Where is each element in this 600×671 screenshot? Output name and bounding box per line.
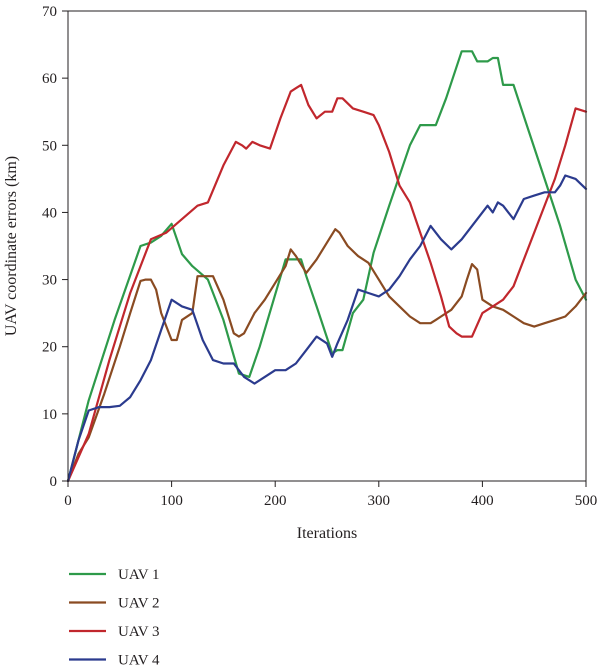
y-tick-label: 50 bbox=[42, 138, 57, 154]
plot-frame bbox=[67, 10, 587, 482]
y-tick-label: 40 bbox=[42, 205, 57, 221]
y-axis-ticks: 0 10 20 30 40 50 60 70 bbox=[42, 4, 68, 490]
y-axis-title: UAV coordinate errors (km) bbox=[3, 156, 20, 336]
y-tick-label: 20 bbox=[42, 340, 57, 356]
x-tick-label: 300 bbox=[368, 493, 391, 509]
y-tick-label: 10 bbox=[42, 407, 57, 423]
x-tick-label: 100 bbox=[160, 493, 183, 509]
legend: UAV 1 UAV 2 UAV 3 UAV 4 bbox=[69, 567, 160, 669]
x-tick-label: 400 bbox=[471, 493, 494, 509]
y-tick-label: 60 bbox=[42, 71, 57, 87]
y-tick-label: 70 bbox=[42, 4, 57, 20]
legend-label: UAV 4 bbox=[118, 653, 160, 669]
series-line-uav-4 bbox=[66, 174, 588, 483]
y-tick-label: 30 bbox=[42, 273, 57, 289]
legend-label: UAV 3 bbox=[118, 624, 160, 640]
legend-label: UAV 1 bbox=[118, 567, 160, 583]
x-tick-label: 200 bbox=[264, 493, 287, 509]
y-tick-label: 0 bbox=[50, 474, 58, 490]
legend-label: UAV 2 bbox=[118, 596, 160, 612]
series-line-uav-3 bbox=[66, 83, 588, 483]
series-line-uav-1 bbox=[66, 50, 588, 483]
x-axis-title: Iterations bbox=[297, 525, 357, 542]
series-line-uav-2 bbox=[66, 228, 588, 483]
plot-lines bbox=[66, 50, 588, 483]
x-tick-label: 0 bbox=[64, 493, 72, 509]
x-tick-label: 500 bbox=[575, 493, 598, 509]
x-axis-ticks: 0 100 200 300 400 500 bbox=[64, 481, 597, 509]
